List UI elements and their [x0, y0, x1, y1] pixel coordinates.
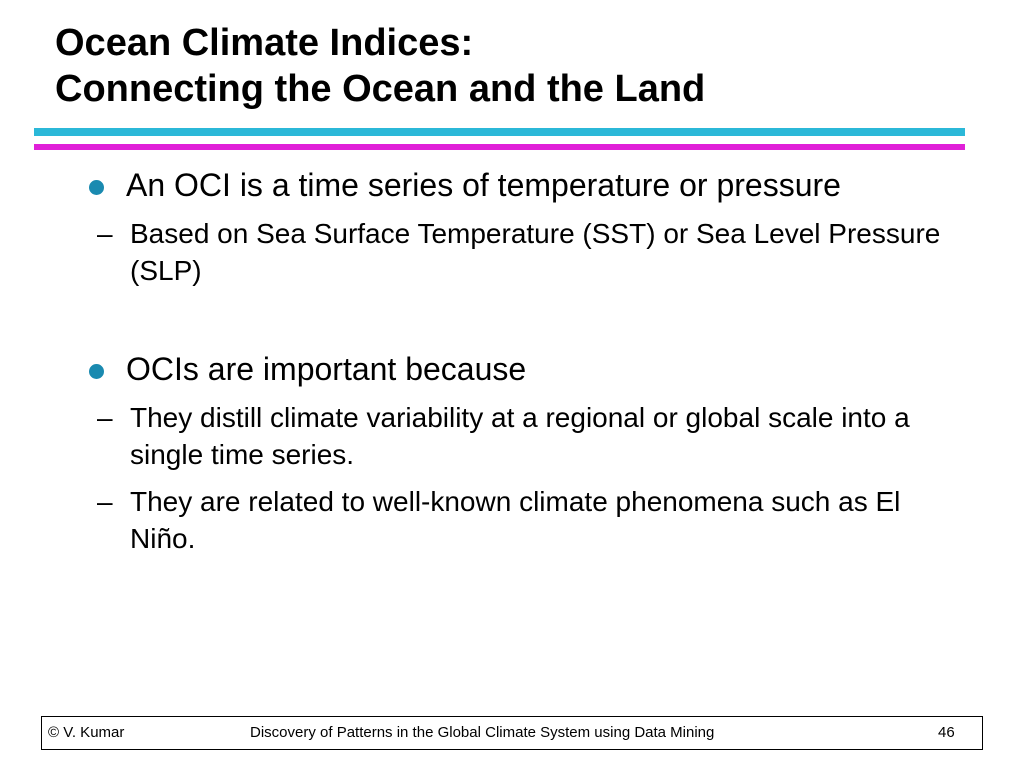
title-line: Ocean Climate Indices:	[55, 22, 474, 64]
bullet-text: An OCI is a time series of temperature o…	[126, 167, 841, 203]
title: Ocean Climate Indices: Connecting the Oc…	[55, 20, 705, 112]
bullet: An OCI is a time series of temperature o…	[85, 165, 945, 205]
bullet-text: OCIs are important because	[126, 351, 527, 387]
bullet-dot	[89, 364, 104, 379]
bullet: OCIs are important because	[85, 349, 945, 389]
sub-bullet: – Based on Sea Surface Temperature (SST) …	[97, 218, 941, 286]
bullet-list: An OCI is a time series of temperature o…	[85, 165, 945, 567]
footer-author: © V. Kumar	[48, 724, 125, 741]
sub-bullet-text: Based on Sea Surface Temperature (SST) o…	[130, 218, 941, 286]
bullet-dot	[89, 180, 104, 195]
divider	[34, 144, 965, 150]
sub-bullet-text: They distill climate variability at a re…	[130, 402, 910, 470]
title-line: Connecting the Ocean and the Land	[55, 68, 706, 110]
sub-bullet-text: They are related to well-known climate p…	[130, 486, 901, 554]
page-number: 46	[938, 724, 955, 741]
footer-title: Discovery of Patterns in the Global Clim…	[250, 724, 715, 741]
sub-bullet: – They are related to well-known climate …	[97, 486, 901, 554]
divider	[34, 128, 965, 136]
sub-bullet: – They distill climate variability at a r…	[97, 402, 910, 470]
footer: © V. Kumar Discovery of Patterns in the …	[41, 716, 983, 750]
